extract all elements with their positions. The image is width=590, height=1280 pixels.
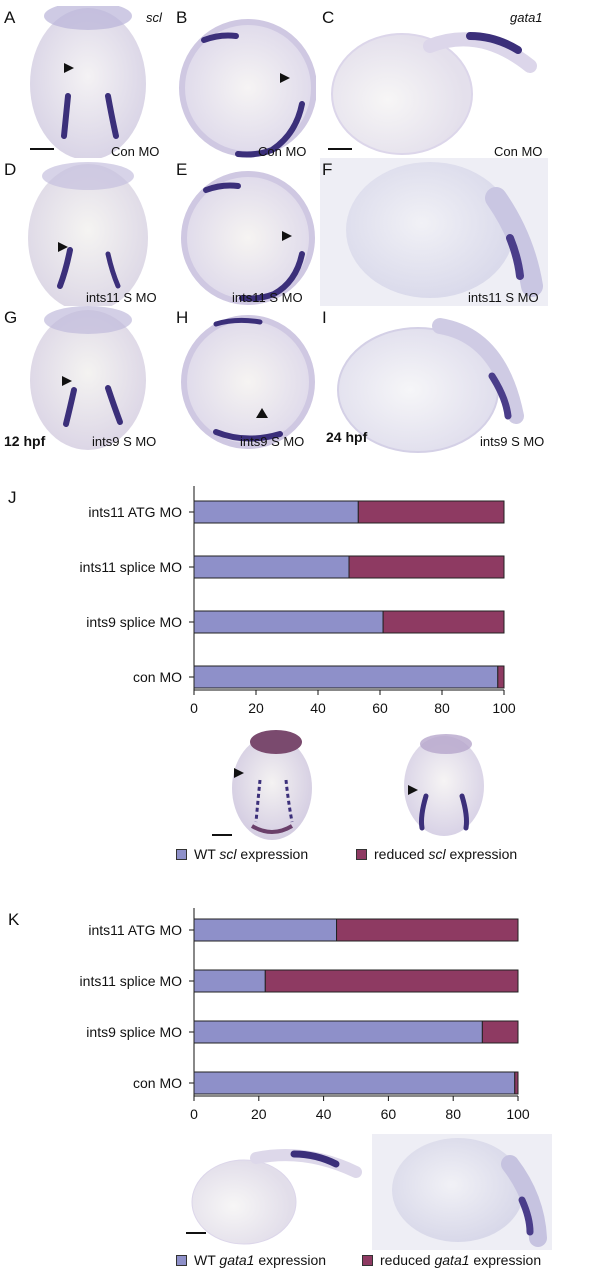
chart-J-x-tick-label: 60	[372, 700, 388, 716]
legend-J-red-suffix: expression	[445, 846, 518, 862]
chart-J-bar-reduced	[348, 555, 505, 579]
panel-letter-D: D	[4, 160, 17, 179]
scale-bar-A	[30, 148, 54, 150]
chart-J-bar-reduced	[497, 665, 505, 689]
panel-letter-G: G	[4, 308, 18, 327]
legend-J-wt-gene: scl	[219, 846, 237, 862]
chart-K-bar-wt	[193, 969, 266, 993]
chart-K-bar-reduced	[336, 918, 519, 942]
legend-J-reduced-swatch	[356, 848, 367, 860]
chart-K-x-tick-label: 80	[445, 1106, 461, 1122]
chart-K-bar-wt	[193, 1071, 516, 1095]
chart-J-category-label: ints11 ATG MO	[88, 504, 182, 520]
legend-K-wt-prefix: WT	[194, 1252, 220, 1268]
gene-label-gata1: gata1	[510, 10, 543, 25]
caption-A: Con MO	[111, 144, 160, 159]
panel-letter-B: B	[176, 8, 188, 27]
chart-J-x-tick-label: 100	[492, 700, 516, 716]
chart-K-category-label: con MO	[133, 1075, 182, 1091]
caption-C: Con MO	[494, 144, 543, 159]
panel-F-image	[320, 158, 548, 306]
legend-K-wt-suffix: expression	[254, 1252, 327, 1268]
chart-J-bar-wt	[193, 555, 350, 579]
chart-J-category-label: con MO	[133, 669, 182, 685]
panel-letter-K: K	[8, 910, 20, 929]
legend-J-wt-swatch	[176, 848, 187, 860]
panel-H-image	[176, 306, 316, 456]
caption-F: ints11 S MO	[468, 290, 539, 305]
chart-K-category-label: ints11 ATG MO	[88, 922, 182, 938]
legend-K-wt-swatch	[176, 1254, 187, 1266]
panel-letter-J: J	[8, 488, 17, 507]
panel-J-inset-reduced-image	[396, 730, 492, 840]
gene-label-scl: scl	[146, 10, 162, 25]
chart-J-bar-wt	[193, 610, 384, 634]
panel-C-image	[320, 6, 548, 158]
legend-J-wt: WT scl expression	[176, 846, 308, 862]
stage-label-12hpf: 12 hpf	[4, 433, 46, 449]
caption-D: ints11 S MO	[86, 290, 157, 305]
chart-J-bar-reduced	[357, 500, 505, 524]
scale-bar-C	[328, 148, 352, 150]
legend-J-reduced: reduced scl expression	[356, 846, 517, 862]
chart-J: ints11 ATG MO ints11 splice MO ints9 splic…	[80, 486, 516, 716]
legend-K-wt: WT gata1 expression	[176, 1252, 326, 1268]
chart-J-x-tick-label: 20	[248, 700, 264, 716]
panel-G-image	[8, 306, 168, 456]
chart-K-x-tick-label: 20	[251, 1106, 267, 1122]
panel-B-image	[176, 6, 316, 158]
chart-K-bar-reduced	[481, 1020, 519, 1044]
chart-K-bar-wt	[193, 1020, 483, 1044]
chart-K-category-label: ints9 splice MO	[86, 1024, 182, 1040]
chart-K-x-tick-label: 60	[381, 1106, 397, 1122]
chart-K-x-tick-label: 0	[190, 1106, 198, 1122]
legend-K-red-suffix: expression	[469, 1252, 542, 1268]
caption-G: ints9 S MO	[92, 434, 157, 449]
scale-bar-J	[212, 834, 232, 836]
stage-label-24hpf: 24 hpf	[326, 429, 368, 445]
panel-I-image	[320, 306, 548, 456]
legend-J-red-gene: scl	[428, 846, 446, 862]
caption-I: ints9 S MO	[480, 434, 545, 449]
chart-J-x-tick-label: 80	[434, 700, 450, 716]
scale-bar-K	[186, 1232, 206, 1234]
chart-J-category-label: ints9 splice MO	[86, 614, 182, 630]
legend-J-red-prefix: reduced	[374, 846, 429, 862]
chart-J-bar-reduced	[382, 610, 505, 634]
legend-K-reduced-swatch	[362, 1254, 373, 1266]
panel-D-image	[8, 158, 168, 306]
chart-K-x-tick-label: 100	[506, 1106, 530, 1122]
caption-E: ints11 S MO	[232, 290, 303, 305]
chart-K: ints11 ATG MO ints11 splice MO ints9 splic…	[80, 908, 530, 1122]
chart-K-bar-reduced	[514, 1071, 519, 1095]
panel-letter-C: C	[322, 8, 335, 27]
legend-K-red-gene: gata1	[434, 1252, 470, 1268]
panel-J-inset-wt-image	[222, 730, 322, 840]
caption-H: ints9 S MO	[240, 434, 305, 449]
chart-K-bar-wt	[193, 918, 338, 942]
panel-K-inset-wt-image	[186, 1136, 362, 1246]
legend-K-reduced: reduced gata1 expression	[362, 1252, 541, 1268]
legend-K-wt-gene: gata1	[219, 1252, 255, 1268]
legend-K-red-prefix: reduced	[380, 1252, 435, 1268]
panel-letter-A: A	[4, 8, 16, 27]
panel-K-inset-reduced-image	[372, 1134, 552, 1250]
panel-E-image	[176, 158, 316, 306]
chart-J-bar-wt	[193, 665, 499, 689]
chart-K-category-label: ints11 splice MO	[80, 973, 183, 989]
legend-J-wt-prefix: WT	[194, 846, 220, 862]
chart-J-bar-wt	[193, 500, 359, 524]
chart-J-x-tick-label: 0	[190, 700, 198, 716]
panel-letter-F: F	[322, 160, 333, 179]
chart-J-category-label: ints11 splice MO	[80, 559, 183, 575]
panel-letter-H: H	[176, 308, 189, 327]
chart-K-x-tick-label: 40	[316, 1106, 332, 1122]
chart-J-x-tick-label: 40	[310, 700, 326, 716]
legend-J-wt-suffix: expression	[236, 846, 309, 862]
caption-B: Con MO	[258, 144, 307, 159]
chart-K-bar-reduced	[264, 969, 519, 993]
panel-letter-I: I	[322, 308, 327, 327]
panel-A-image	[8, 6, 168, 158]
panel-letter-E: E	[176, 160, 188, 179]
